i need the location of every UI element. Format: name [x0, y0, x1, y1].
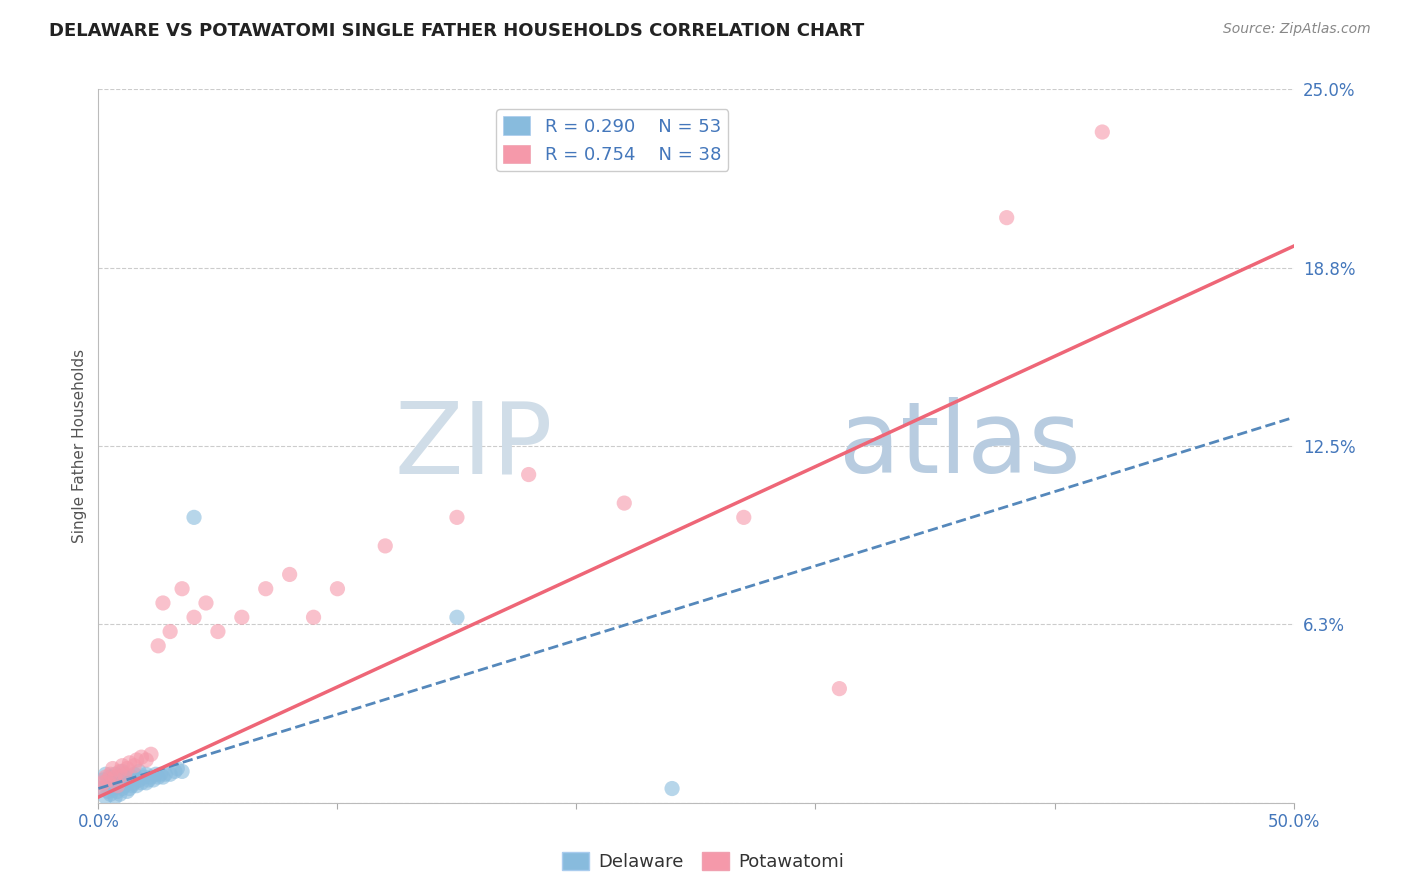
Point	[107, 776, 129, 790]
Point	[115, 784, 138, 798]
Point	[172, 582, 194, 596]
Point	[446, 610, 468, 624]
Point	[94, 790, 117, 805]
Point	[446, 510, 468, 524]
Point	[517, 467, 540, 482]
Point	[131, 750, 153, 764]
Point	[733, 510, 755, 524]
Point	[115, 776, 138, 790]
Point	[108, 787, 131, 801]
Point	[101, 781, 124, 796]
Point	[94, 767, 117, 781]
Point	[152, 770, 174, 784]
Point	[111, 781, 134, 796]
Point	[101, 772, 124, 787]
Point	[135, 753, 157, 767]
Point	[163, 764, 186, 779]
Point	[98, 776, 122, 790]
Point	[118, 772, 141, 787]
Point	[135, 776, 157, 790]
Point	[142, 772, 165, 787]
Point	[128, 772, 150, 787]
Point	[114, 779, 136, 793]
Point	[374, 539, 396, 553]
Point	[97, 772, 120, 787]
Point	[111, 758, 134, 772]
Point	[155, 767, 177, 781]
Point	[125, 779, 148, 793]
Point	[114, 767, 136, 781]
Point	[111, 764, 134, 779]
Point	[115, 762, 138, 776]
Point	[111, 772, 134, 787]
Point	[172, 764, 194, 779]
Point	[995, 211, 1018, 225]
Point	[132, 770, 155, 784]
Point	[90, 781, 112, 796]
Point	[139, 747, 162, 762]
Point	[148, 770, 170, 784]
Legend: R = 0.290    N = 53, R = 0.754    N = 38: R = 0.290 N = 53, R = 0.754 N = 38	[496, 109, 728, 171]
Text: ZIP: ZIP	[394, 398, 553, 494]
Point	[101, 762, 124, 776]
Point	[108, 764, 131, 779]
Point	[149, 767, 172, 781]
Point	[114, 770, 136, 784]
Point	[183, 510, 205, 524]
Point	[138, 772, 160, 787]
Point	[91, 772, 114, 787]
Point	[131, 776, 153, 790]
Text: atlas: atlas	[839, 398, 1081, 494]
Point	[118, 781, 141, 796]
Point	[107, 784, 129, 798]
Point	[104, 779, 127, 793]
Point	[90, 781, 112, 796]
Point	[108, 770, 131, 784]
Point	[121, 779, 143, 793]
Point	[1091, 125, 1114, 139]
Point	[125, 753, 148, 767]
Point	[104, 770, 127, 784]
Point	[194, 596, 218, 610]
Point	[104, 790, 127, 805]
Point	[118, 756, 141, 770]
Point	[152, 596, 174, 610]
Point	[326, 582, 349, 596]
Point	[278, 567, 301, 582]
Point	[94, 770, 117, 784]
Point	[828, 681, 851, 696]
Point	[107, 779, 129, 793]
Point	[207, 624, 229, 639]
Point	[302, 610, 325, 624]
Point	[661, 781, 683, 796]
Point	[97, 779, 120, 793]
Point	[98, 787, 122, 801]
Point	[121, 770, 143, 784]
Point	[254, 582, 277, 596]
Point	[139, 770, 162, 784]
Point	[97, 784, 120, 798]
Point	[124, 767, 146, 781]
Point	[104, 767, 127, 781]
Legend: Delaware, Potawatomi: Delaware, Potawatomi	[555, 845, 851, 879]
Point	[166, 762, 188, 776]
Point	[91, 776, 114, 790]
Point	[98, 770, 122, 784]
Point	[98, 767, 122, 781]
Point	[135, 767, 157, 781]
Point	[128, 764, 150, 779]
Point	[613, 496, 636, 510]
Point	[231, 610, 253, 624]
Point	[145, 767, 167, 781]
Point	[159, 767, 181, 781]
Text: Source: ZipAtlas.com: Source: ZipAtlas.com	[1223, 22, 1371, 37]
Text: DELAWARE VS POTAWATOMI SINGLE FATHER HOUSEHOLDS CORRELATION CHART: DELAWARE VS POTAWATOMI SINGLE FATHER HOU…	[49, 22, 865, 40]
Y-axis label: Single Father Households: Single Father Households	[72, 349, 87, 543]
Point	[183, 610, 205, 624]
Point	[159, 624, 181, 639]
Point	[148, 639, 170, 653]
Point	[124, 758, 146, 772]
Point	[124, 776, 146, 790]
